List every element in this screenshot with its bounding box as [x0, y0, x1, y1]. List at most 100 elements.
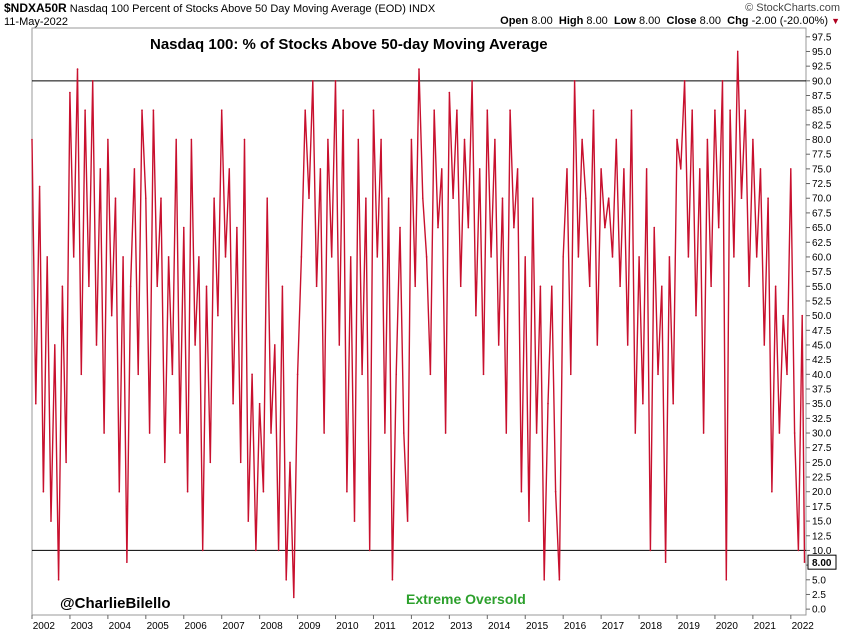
down-triangle-icon: ▼ [831, 16, 840, 26]
data-point [562, 256, 564, 258]
y-tick-label: 2.5 [812, 590, 826, 601]
data-point [467, 226, 470, 229]
data-point [266, 197, 269, 200]
data-point [588, 285, 591, 288]
data-point [148, 432, 151, 434]
data-point [433, 109, 435, 111]
data-point [672, 402, 675, 405]
series-line [31, 50, 806, 599]
data-point [137, 373, 140, 376]
y-tick-label: 67.5 [812, 208, 832, 219]
data-point [661, 285, 663, 288]
data-point [459, 285, 462, 288]
high-value: 8.00 [586, 15, 608, 27]
data-point [376, 256, 379, 258]
data-point [372, 109, 375, 111]
y-tick-label: 35.0 [812, 399, 832, 410]
data-point [725, 578, 728, 581]
x-tick-label: 2007 [222, 621, 245, 632]
data-point [403, 432, 405, 434]
data-point [596, 344, 599, 346]
data-point [755, 256, 758, 258]
data-point [611, 256, 614, 258]
data-point [516, 168, 519, 170]
data-point [118, 490, 121, 493]
data-point [76, 68, 79, 70]
y-tick-label: 57.5 [812, 267, 832, 278]
y-tick-label: 20.0 [812, 487, 832, 498]
data-point [201, 549, 204, 552]
data-point [156, 285, 159, 288]
x-tick-label: 2021 [754, 621, 777, 632]
data-point [558, 578, 561, 581]
data-point [649, 549, 652, 552]
data-point [361, 373, 363, 376]
data-point [243, 138, 246, 141]
data-point [524, 256, 527, 258]
data-point [786, 373, 788, 376]
data-point [114, 197, 117, 200]
data-point [543, 578, 546, 581]
data-point [175, 138, 177, 141]
data-point [395, 373, 398, 376]
data-point [452, 197, 454, 200]
data-point [368, 549, 371, 552]
x-tick-label: 2014 [488, 621, 511, 632]
data-point [133, 168, 136, 170]
x-tick-label: 2019 [678, 621, 701, 632]
data-point [505, 432, 508, 434]
data-point [547, 402, 549, 405]
chg-value: -2.00 (-20.00%) [751, 15, 829, 27]
brand-logo: © StockCharts.com [745, 2, 840, 14]
data-point [494, 138, 496, 141]
chart-title: Nasdaq 100: % of Stocks Above 50-day Mov… [150, 36, 548, 53]
data-point [803, 561, 806, 563]
x-tick-label: 2018 [640, 621, 663, 632]
data-point [615, 138, 618, 141]
data-point [793, 432, 796, 434]
y-tick-label: 62.5 [812, 238, 832, 249]
data-point [429, 373, 432, 376]
x-tick-label: 2003 [71, 621, 94, 632]
data-point [296, 373, 299, 376]
data-point [683, 80, 686, 82]
data-point [600, 168, 602, 170]
data-point [167, 256, 170, 258]
y-tick-label: 60.0 [812, 252, 832, 263]
data-point [69, 91, 71, 94]
data-point [607, 197, 610, 200]
data-point [72, 256, 75, 258]
x-tick-label: 2002 [33, 621, 56, 632]
data-point [209, 461, 212, 464]
y-tick-label: 15.0 [812, 517, 832, 528]
x-tick-label: 2017 [602, 621, 625, 632]
data-point [88, 285, 90, 288]
y-tick-label: 45.0 [812, 340, 832, 351]
y-tick-label: 30.0 [812, 429, 832, 440]
data-point [763, 344, 766, 346]
y-tick-label: 10.0 [812, 546, 832, 557]
data-point [323, 432, 325, 434]
data-point [315, 285, 318, 288]
y-tick-label: 72.5 [812, 179, 832, 190]
data-point [38, 185, 41, 188]
data-point [410, 138, 413, 141]
data-point [190, 138, 193, 141]
data-point [790, 168, 792, 170]
data-point [630, 109, 633, 111]
data-point [205, 285, 208, 288]
data-point [61, 285, 64, 288]
y-tick-label: 50.0 [812, 311, 832, 322]
data-point [262, 490, 265, 493]
y-tick-label: 0.0 [812, 605, 826, 616]
data-point [65, 461, 67, 464]
data-point [569, 373, 572, 376]
x-tick-label: 2006 [185, 621, 208, 632]
data-point [308, 197, 310, 200]
x-tick-label: 2008 [260, 621, 283, 632]
data-point [274, 344, 276, 346]
data-point [160, 197, 162, 200]
data-point [338, 344, 341, 346]
data-point [80, 373, 83, 376]
chg-label: Chg [727, 15, 749, 27]
